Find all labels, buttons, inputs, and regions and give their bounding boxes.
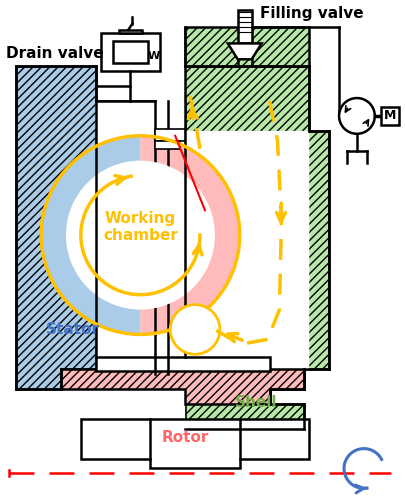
Polygon shape (41, 136, 141, 334)
Polygon shape (185, 66, 329, 429)
Text: M: M (384, 110, 396, 122)
Polygon shape (156, 141, 180, 148)
Circle shape (66, 160, 215, 310)
Polygon shape (16, 66, 156, 389)
Polygon shape (81, 419, 309, 469)
Text: Rotor: Rotor (162, 430, 209, 444)
Polygon shape (228, 44, 262, 60)
Polygon shape (185, 131, 309, 369)
Polygon shape (185, 26, 309, 66)
Polygon shape (141, 136, 240, 334)
Polygon shape (113, 42, 148, 64)
Text: Shell: Shell (235, 395, 277, 410)
Polygon shape (101, 34, 160, 71)
Polygon shape (119, 30, 143, 34)
Polygon shape (156, 129, 185, 141)
Text: Working
chamber: Working chamber (103, 211, 178, 244)
Polygon shape (238, 10, 252, 43)
Polygon shape (381, 107, 399, 125)
Text: Filling valve: Filling valve (260, 6, 363, 21)
Circle shape (339, 98, 375, 134)
Circle shape (170, 304, 220, 354)
Polygon shape (96, 358, 270, 371)
Text: W: W (147, 52, 160, 62)
Polygon shape (96, 131, 185, 369)
Polygon shape (61, 369, 304, 404)
Text: Stator: Stator (46, 322, 100, 338)
Polygon shape (96, 101, 309, 429)
Text: Drain valve: Drain valve (6, 46, 104, 61)
